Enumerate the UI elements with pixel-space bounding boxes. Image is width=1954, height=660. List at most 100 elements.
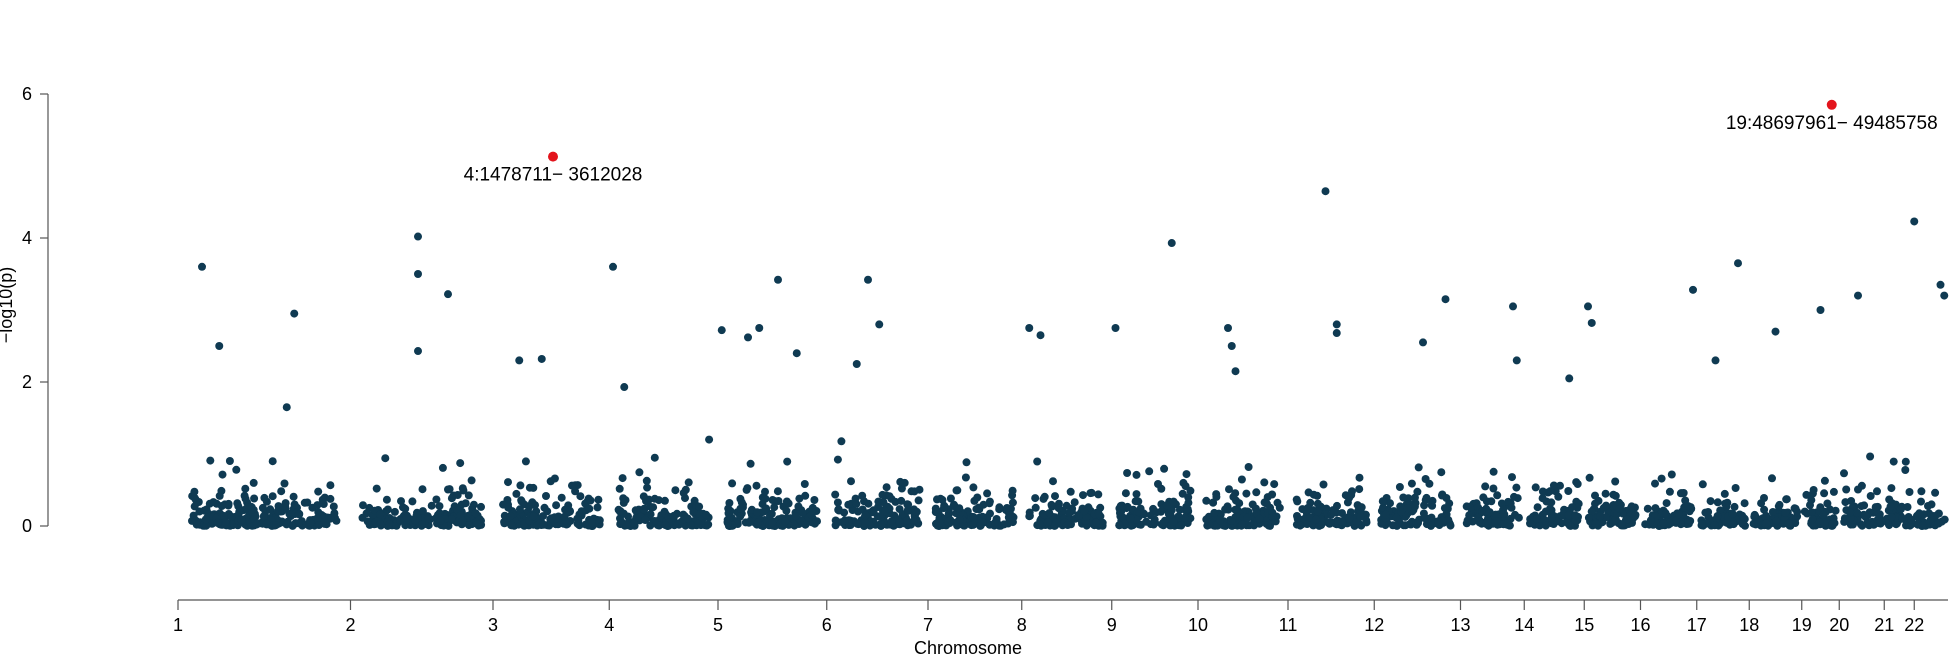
snp-point	[671, 486, 680, 495]
snp-point	[586, 496, 595, 505]
snp-point	[1820, 476, 1829, 485]
snp-point	[649, 503, 658, 512]
snp-point	[1627, 502, 1636, 511]
snp-point	[241, 494, 250, 503]
x-tick-label: 6	[822, 615, 832, 635]
snp-point	[219, 511, 228, 520]
snp-point	[1489, 484, 1498, 493]
snp-point	[313, 501, 322, 510]
snp-point	[190, 493, 199, 502]
snp-point	[227, 512, 236, 521]
snp-point	[1898, 514, 1907, 523]
snp-point	[939, 504, 948, 513]
snp-point	[306, 518, 315, 527]
snp-point	[1782, 495, 1791, 504]
snp-point	[1772, 516, 1781, 525]
snp-point	[1611, 491, 1620, 500]
snp-point	[1025, 512, 1034, 521]
snp-point	[640, 505, 649, 514]
snp-point	[1829, 487, 1838, 496]
snp-point	[654, 496, 663, 505]
snp-point-notable	[515, 356, 524, 365]
snp-point	[1422, 493, 1431, 502]
y-tick-label: 4	[22, 228, 32, 248]
snp-point	[1181, 482, 1190, 491]
snp-point	[1392, 513, 1401, 522]
x-tick-label: 12	[1364, 615, 1384, 635]
snp-point	[813, 517, 821, 526]
snp-point	[1051, 492, 1059, 501]
snp-point	[1142, 517, 1151, 526]
snp-point	[1497, 499, 1506, 508]
snp-point	[1325, 518, 1334, 527]
snp-point	[1508, 473, 1516, 482]
snp-point	[594, 495, 603, 504]
y-axis-title: −log10(p)	[0, 267, 16, 344]
snp-point	[1116, 509, 1124, 518]
snp-point	[1623, 515, 1631, 524]
snp-point	[742, 485, 751, 494]
snp-point	[1115, 521, 1124, 530]
snp-point	[810, 496, 819, 504]
snp-point	[1853, 508, 1862, 517]
snp-point	[1591, 491, 1599, 500]
snp-point	[329, 502, 338, 511]
snp-point	[587, 518, 596, 527]
snp-point	[232, 465, 241, 474]
snp-point	[221, 518, 230, 527]
snp-point	[314, 487, 323, 496]
snp-point	[973, 493, 982, 502]
snp-point	[1268, 512, 1277, 521]
notable-points	[198, 187, 1949, 412]
snp-point	[1568, 503, 1577, 512]
snp-point-notable	[1854, 291, 1862, 300]
snp-point	[1887, 484, 1896, 493]
background-points	[188, 435, 1949, 530]
snp-point	[504, 478, 512, 487]
lead-snp-label: 19:48697961− 49485758	[1726, 113, 1938, 134]
snp-point	[1356, 512, 1365, 521]
snp-point-notable	[282, 403, 291, 412]
snp-point	[266, 505, 275, 514]
snp-point	[512, 489, 521, 498]
snp-point	[550, 474, 559, 483]
x-tick-label: 3	[488, 615, 498, 635]
snp-point	[315, 521, 323, 529]
snp-point-notable	[1025, 324, 1034, 332]
snp-point	[837, 437, 846, 446]
snp-point	[220, 500, 229, 509]
snp-point	[1541, 507, 1550, 516]
snp-point-notable	[414, 270, 422, 278]
snp-point	[202, 521, 211, 530]
snp-point	[794, 502, 803, 511]
snp-point	[1657, 474, 1666, 483]
snp-point	[1505, 521, 1514, 530]
snp-point	[1381, 510, 1390, 519]
snp-point-notable	[444, 290, 452, 299]
snp-point	[643, 483, 652, 492]
x-tick-label: 5	[713, 615, 723, 635]
snp-point	[1355, 485, 1364, 494]
snp-point	[969, 513, 978, 521]
snp-point	[1427, 513, 1436, 522]
snp-point	[1157, 484, 1166, 493]
snp-point	[453, 491, 462, 499]
snp-point	[976, 521, 985, 530]
snp-point	[641, 516, 650, 524]
snp-point	[1630, 511, 1639, 520]
snp-point	[401, 504, 410, 513]
snp-point	[877, 521, 885, 530]
snp-point	[1410, 502, 1419, 511]
snp-point	[1510, 492, 1518, 501]
snp-point-notable	[1036, 331, 1045, 340]
snp-point	[961, 473, 970, 482]
snp-point	[206, 456, 215, 465]
snp-point	[874, 497, 883, 506]
snp-point	[1857, 481, 1866, 490]
snp-point	[1934, 519, 1943, 528]
snp-point	[515, 505, 524, 514]
snp-point	[1438, 491, 1446, 500]
snp-point	[1485, 508, 1494, 517]
snp-point	[746, 459, 755, 468]
